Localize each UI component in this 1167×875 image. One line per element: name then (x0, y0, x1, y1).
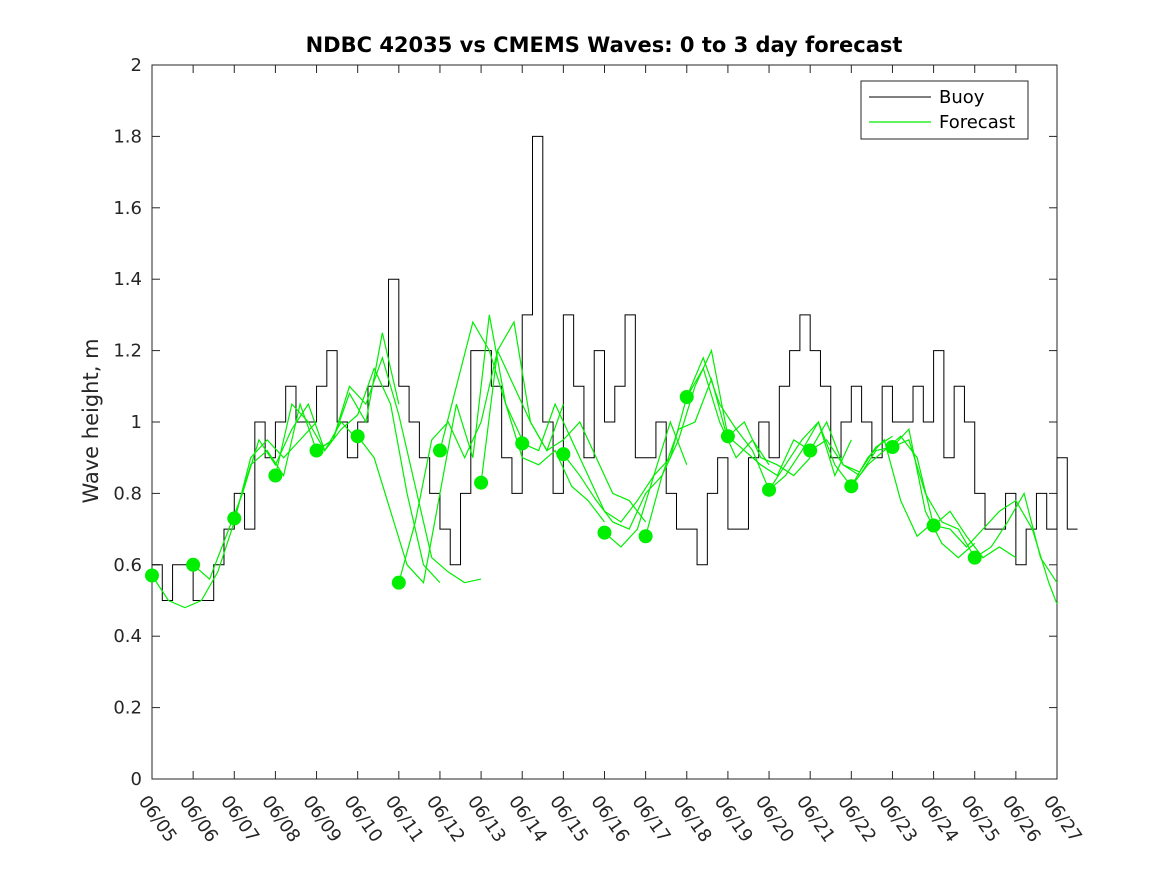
y-tick-label: 2 (131, 55, 142, 76)
forecast-series-line (933, 499, 1058, 605)
forecast-start-marker (967, 550, 982, 565)
y-tick-label: 1 (131, 412, 142, 433)
forecast-start-marker (268, 468, 283, 483)
buoy-series-line (152, 135, 1078, 601)
y-tick-label: 0.8 (113, 483, 142, 504)
forecast-series-line (357, 314, 523, 584)
legend-box (860, 80, 1029, 140)
legend-forecast-label: Forecast (939, 112, 1015, 133)
forecast-start-marker (556, 447, 571, 462)
y-tick-label: 1.2 (113, 341, 142, 362)
y-tick-label: 0 (131, 769, 142, 790)
forecast-start-marker (926, 518, 941, 533)
forecast-start-marker (145, 568, 159, 583)
forecast-start-marker (432, 443, 447, 458)
forecast-series-line (439, 320, 605, 523)
forecast-start-marker (597, 525, 612, 540)
forecast-start-marker (679, 390, 694, 405)
forecast-series-line (316, 355, 482, 584)
y-axis-label: Wave height, m (79, 338, 103, 503)
forecast-series-line (274, 366, 441, 584)
forecast-start-marker (309, 443, 324, 458)
plot-area: 00.20.40.60.811.21.41.61.8206/0506/0606/… (113, 55, 1086, 846)
y-tick-label: 1.8 (113, 126, 142, 147)
forecast-start-marker (474, 475, 489, 490)
chart-title: NDBC 42035 vs CMEMS Waves: 0 to 3 day fo… (306, 33, 903, 57)
forecast-start-marker (762, 482, 777, 497)
forecast-start-marker (515, 436, 530, 451)
forecast-start-marker (803, 443, 818, 458)
forecast-start-marker (186, 557, 201, 572)
y-tick-label: 0.6 (113, 555, 142, 576)
y-tick-label: 1.6 (113, 198, 142, 219)
forecast-start-marker (638, 529, 653, 544)
legend-buoy-label: Buoy (939, 87, 985, 108)
legend: Buoy Forecast (860, 80, 1029, 140)
forecast-start-marker (391, 575, 406, 590)
forecast-series-line (480, 348, 647, 523)
forecast-start-marker (350, 429, 365, 444)
forecast-start-marker (227, 511, 242, 526)
forecast-series-line (562, 377, 729, 530)
y-tick-label: 0.2 (113, 698, 142, 719)
forecast-start-marker (885, 439, 900, 454)
y-tick-label: 1.4 (113, 269, 142, 290)
y-tick-label: 0.4 (113, 626, 142, 647)
forecast-start-marker (720, 429, 735, 444)
forecast-start-marker (844, 479, 859, 494)
